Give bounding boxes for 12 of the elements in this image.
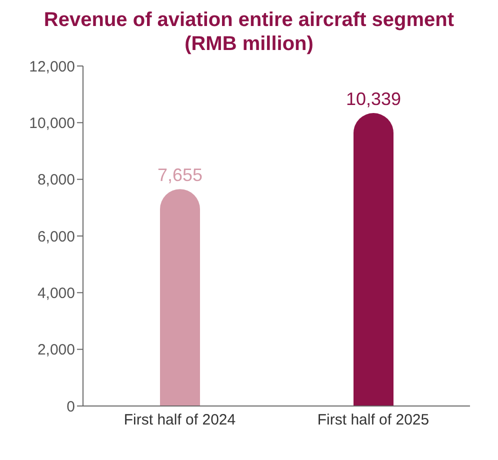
y-tick-label: 2,000 (37, 342, 75, 359)
y-tick-label: 10,000 (29, 114, 75, 132)
data-label: 10,339 (346, 89, 402, 110)
chart-title: Revenue of aviation entire aircraft segment (RMB million) (42, 8, 456, 56)
y-tick-label: 4,000 (37, 284, 75, 302)
x-tick-label: First half of 2025 (317, 412, 430, 429)
y-tick-label: 6,000 (37, 228, 75, 246)
y-tick-label: 8,000 (37, 172, 75, 189)
data-label: 7,655 (157, 165, 203, 186)
y-tick-label: 0 (66, 398, 75, 416)
y-tick-label: 12,000 (29, 58, 75, 76)
x-tick-label: First half of 2024 (124, 412, 236, 429)
